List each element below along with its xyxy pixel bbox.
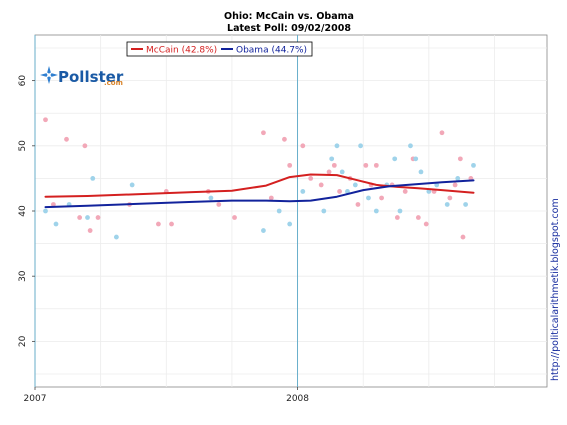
poll-point-mccain: [282, 136, 287, 142]
poll-point-obama: [53, 221, 59, 227]
poll-point-mccain: [460, 234, 466, 240]
poll-point-mccain: [216, 202, 222, 207]
y-tick-label: 50: [18, 140, 28, 152]
poll-point-obama: [444, 202, 450, 207]
poll-point-mccain: [43, 117, 48, 123]
legend-label-obama: Obama (44.7%): [236, 46, 307, 56]
poll-point-obama: [287, 221, 293, 227]
poll-point-mccain: [452, 182, 458, 188]
poll-point-obama: [300, 189, 306, 194]
y-tick-label: 20: [18, 335, 28, 347]
poll-point-mccain: [379, 195, 384, 201]
poll-point-obama: [463, 202, 469, 207]
trend-line-obama: [44, 179, 475, 209]
trend-line-mccain: [44, 173, 475, 198]
poll-point-obama: [455, 176, 461, 181]
logo-main-text: Pollster: [58, 68, 124, 86]
poll-point-obama: [208, 195, 214, 201]
poll-point-obama: [113, 234, 119, 240]
poll-point-obama: [90, 176, 96, 181]
poll-point-mccain: [415, 215, 421, 220]
poll-point-mccain: [82, 143, 88, 149]
trend-lines: [44, 173, 475, 209]
poll-points: [43, 117, 476, 240]
axis-ticks: 20 30 40 50 60 2007 2008: [18, 75, 309, 404]
poll-point-obama: [418, 169, 424, 175]
poll-point-mccain: [308, 176, 314, 181]
poll-point-mccain: [394, 215, 400, 220]
poll-point-mccain: [156, 221, 161, 227]
poll-point-obama: [329, 156, 335, 162]
y-tick-label: 40: [18, 205, 28, 217]
poll-point-obama: [471, 162, 476, 168]
poll-point-obama: [43, 208, 48, 214]
poll-point-obama: [352, 182, 358, 188]
poll-point-obama: [321, 208, 327, 214]
poll-point-mccain: [337, 189, 342, 194]
pollster-logo: Pollster .com: [40, 66, 124, 87]
grid-lines: [34, 35, 547, 387]
chart-subtitle: Latest Poll: 09/02/2008: [227, 23, 351, 34]
legend-box: [126, 41, 313, 57]
legend-label-mccain: McCain (42.8%): [146, 46, 217, 56]
poll-point-mccain: [331, 162, 337, 168]
poll-point-mccain: [457, 156, 463, 162]
logo-suffix-text: .com: [104, 79, 123, 87]
poll-point-obama: [339, 169, 345, 175]
poll-point-obama: [366, 195, 371, 201]
poll-point-mccain: [287, 162, 293, 168]
x-tick-label: 2008: [286, 394, 309, 404]
poll-point-mccain: [355, 202, 361, 207]
poll-point-obama: [397, 208, 403, 214]
x-tick-label: 2007: [24, 394, 47, 404]
poll-point-mccain: [87, 228, 93, 233]
poll-point-obama: [413, 156, 419, 162]
poll-point-mccain: [50, 202, 56, 207]
y-tick-label: 30: [18, 270, 28, 282]
poll-point-mccain: [439, 130, 445, 136]
poll-point-obama: [129, 182, 135, 188]
poll-point-mccain: [64, 136, 69, 142]
poll-point-obama: [345, 189, 350, 194]
poll-point-mccain: [326, 169, 332, 175]
poll-point-obama: [276, 208, 282, 214]
poll-point-mccain: [232, 215, 237, 220]
pollster-star-icon: [40, 66, 58, 84]
poll-point-obama: [392, 156, 398, 162]
poll-point-obama: [408, 143, 413, 149]
legend: McCain (42.8%) Obama (44.7%): [126, 41, 313, 57]
poll-point-mccain: [373, 162, 379, 168]
poll-point-obama: [85, 215, 90, 220]
poll-point-mccain: [300, 143, 306, 149]
source-watermark: http://politicalarithmetik.blogspot.com: [550, 198, 561, 381]
poll-point-obama: [373, 208, 379, 214]
poll-point-mccain: [95, 215, 101, 220]
poll-point-mccain: [318, 182, 324, 188]
y-tick-label: 60: [18, 75, 28, 87]
chart-title: Ohio: McCain vs. Obama: [224, 11, 354, 22]
poll-point-mccain: [423, 221, 429, 227]
poll-point-mccain: [402, 189, 408, 194]
poll-point-mccain: [261, 130, 266, 136]
poll-point-mccain: [268, 195, 274, 201]
poll-point-obama: [358, 143, 363, 149]
poll-point-obama: [261, 228, 266, 233]
poll-point-mccain: [447, 195, 453, 201]
poll-point-obama: [334, 143, 340, 149]
poll-point-mccain: [363, 162, 369, 168]
poll-point-mccain: [169, 221, 174, 227]
poll-point-obama: [426, 189, 432, 194]
poll-point-mccain: [77, 215, 83, 220]
